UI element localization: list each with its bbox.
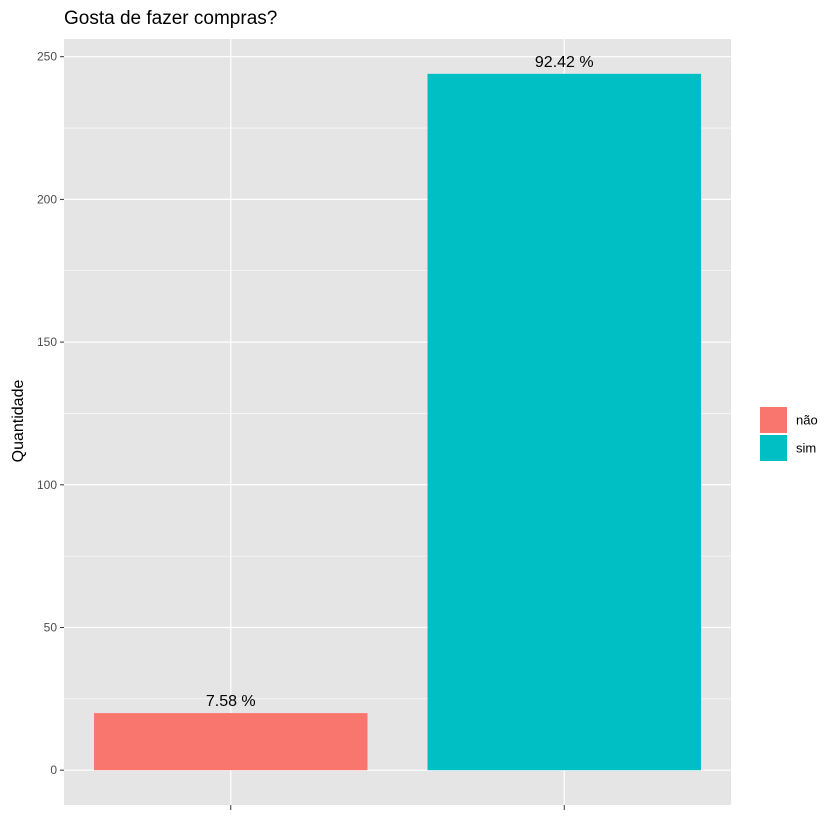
legend: não sim	[760, 407, 818, 461]
y-axis: 0 50 100 150 200 250	[37, 50, 64, 777]
y-tick-label: 50	[44, 620, 58, 634]
y-axis-title: Quantidade	[10, 380, 27, 463]
legend-key-sim	[760, 435, 787, 461]
y-tick-label: 250	[37, 50, 57, 64]
y-tick-label: 0	[50, 763, 57, 777]
legend-key-não	[760, 407, 787, 433]
y-tick-label: 150	[37, 335, 57, 349]
x-axis	[230, 805, 565, 810]
bars	[94, 73, 701, 771]
bar-sim	[427, 73, 701, 771]
bar-não	[94, 713, 368, 771]
data-label: 7.58 %	[206, 693, 256, 710]
legend-label: sim	[796, 441, 816, 456]
data-labels: 7.58 % 92.42 %	[206, 54, 594, 710]
chart-title: Gosta de fazer compras?	[64, 8, 277, 29]
y-tick-label: 100	[37, 478, 57, 492]
data-label: 92.42 %	[535, 54, 594, 71]
y-tick-label: 200	[37, 192, 57, 206]
legend-label: não	[796, 413, 818, 428]
